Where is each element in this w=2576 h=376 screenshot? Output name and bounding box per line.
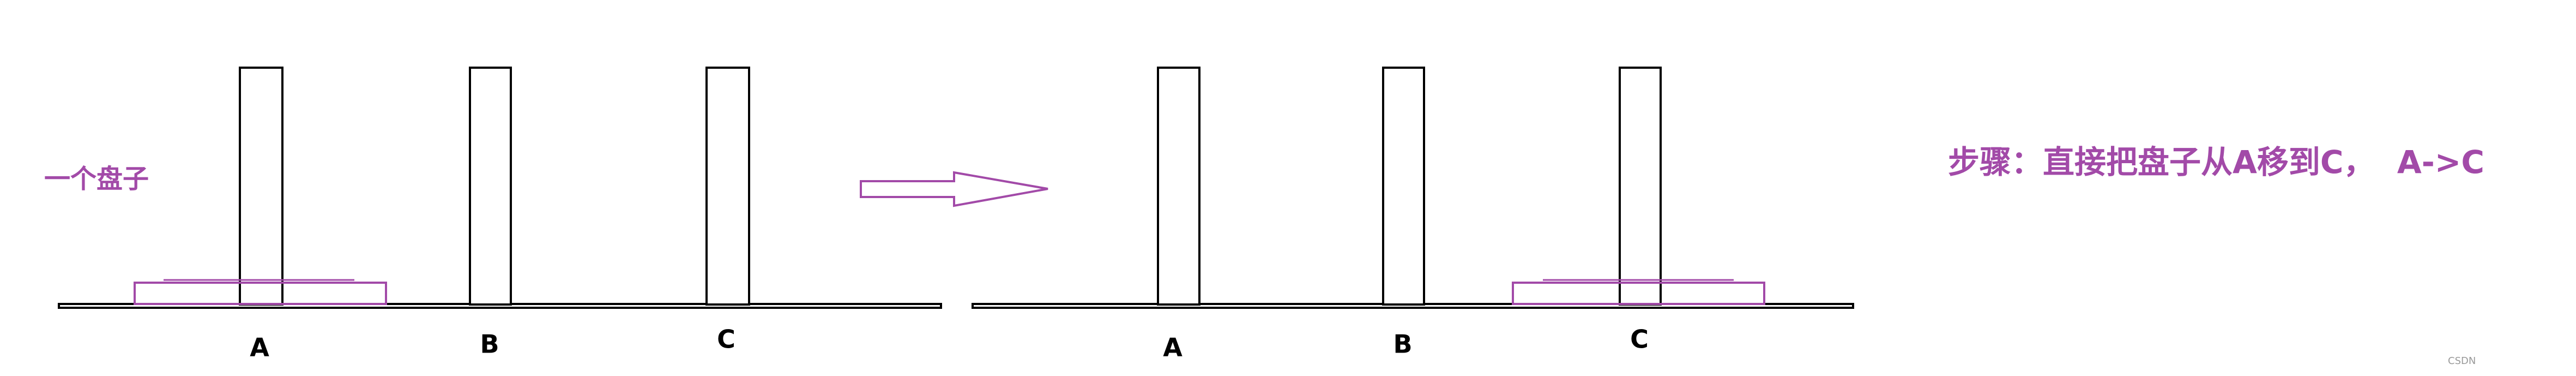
arrow [860, 171, 1048, 207]
right-panel: A B C [972, 67, 1854, 362]
peg-label: A [250, 333, 269, 362]
peg [239, 67, 283, 306]
caption: 一个盘子 [44, 164, 149, 194]
left-panel: 一个盘子 A B C [44, 67, 942, 362]
peg [1157, 67, 1200, 306]
watermark: CSDN [2448, 355, 2476, 367]
peg [1382, 67, 1425, 306]
peg-label: C [1630, 325, 1649, 354]
peg-label: A [1163, 333, 1183, 362]
peg [705, 67, 750, 306]
disk [1512, 282, 1765, 305]
peg [1619, 67, 1662, 306]
disk [134, 282, 387, 305]
peg-label: B [1393, 330, 1412, 359]
peg [469, 67, 512, 306]
peg-label: C [717, 325, 735, 354]
peg-label: B [480, 330, 499, 359]
step-text: 步骤：直接把盘子从A移到C， A->C [1948, 144, 2484, 181]
